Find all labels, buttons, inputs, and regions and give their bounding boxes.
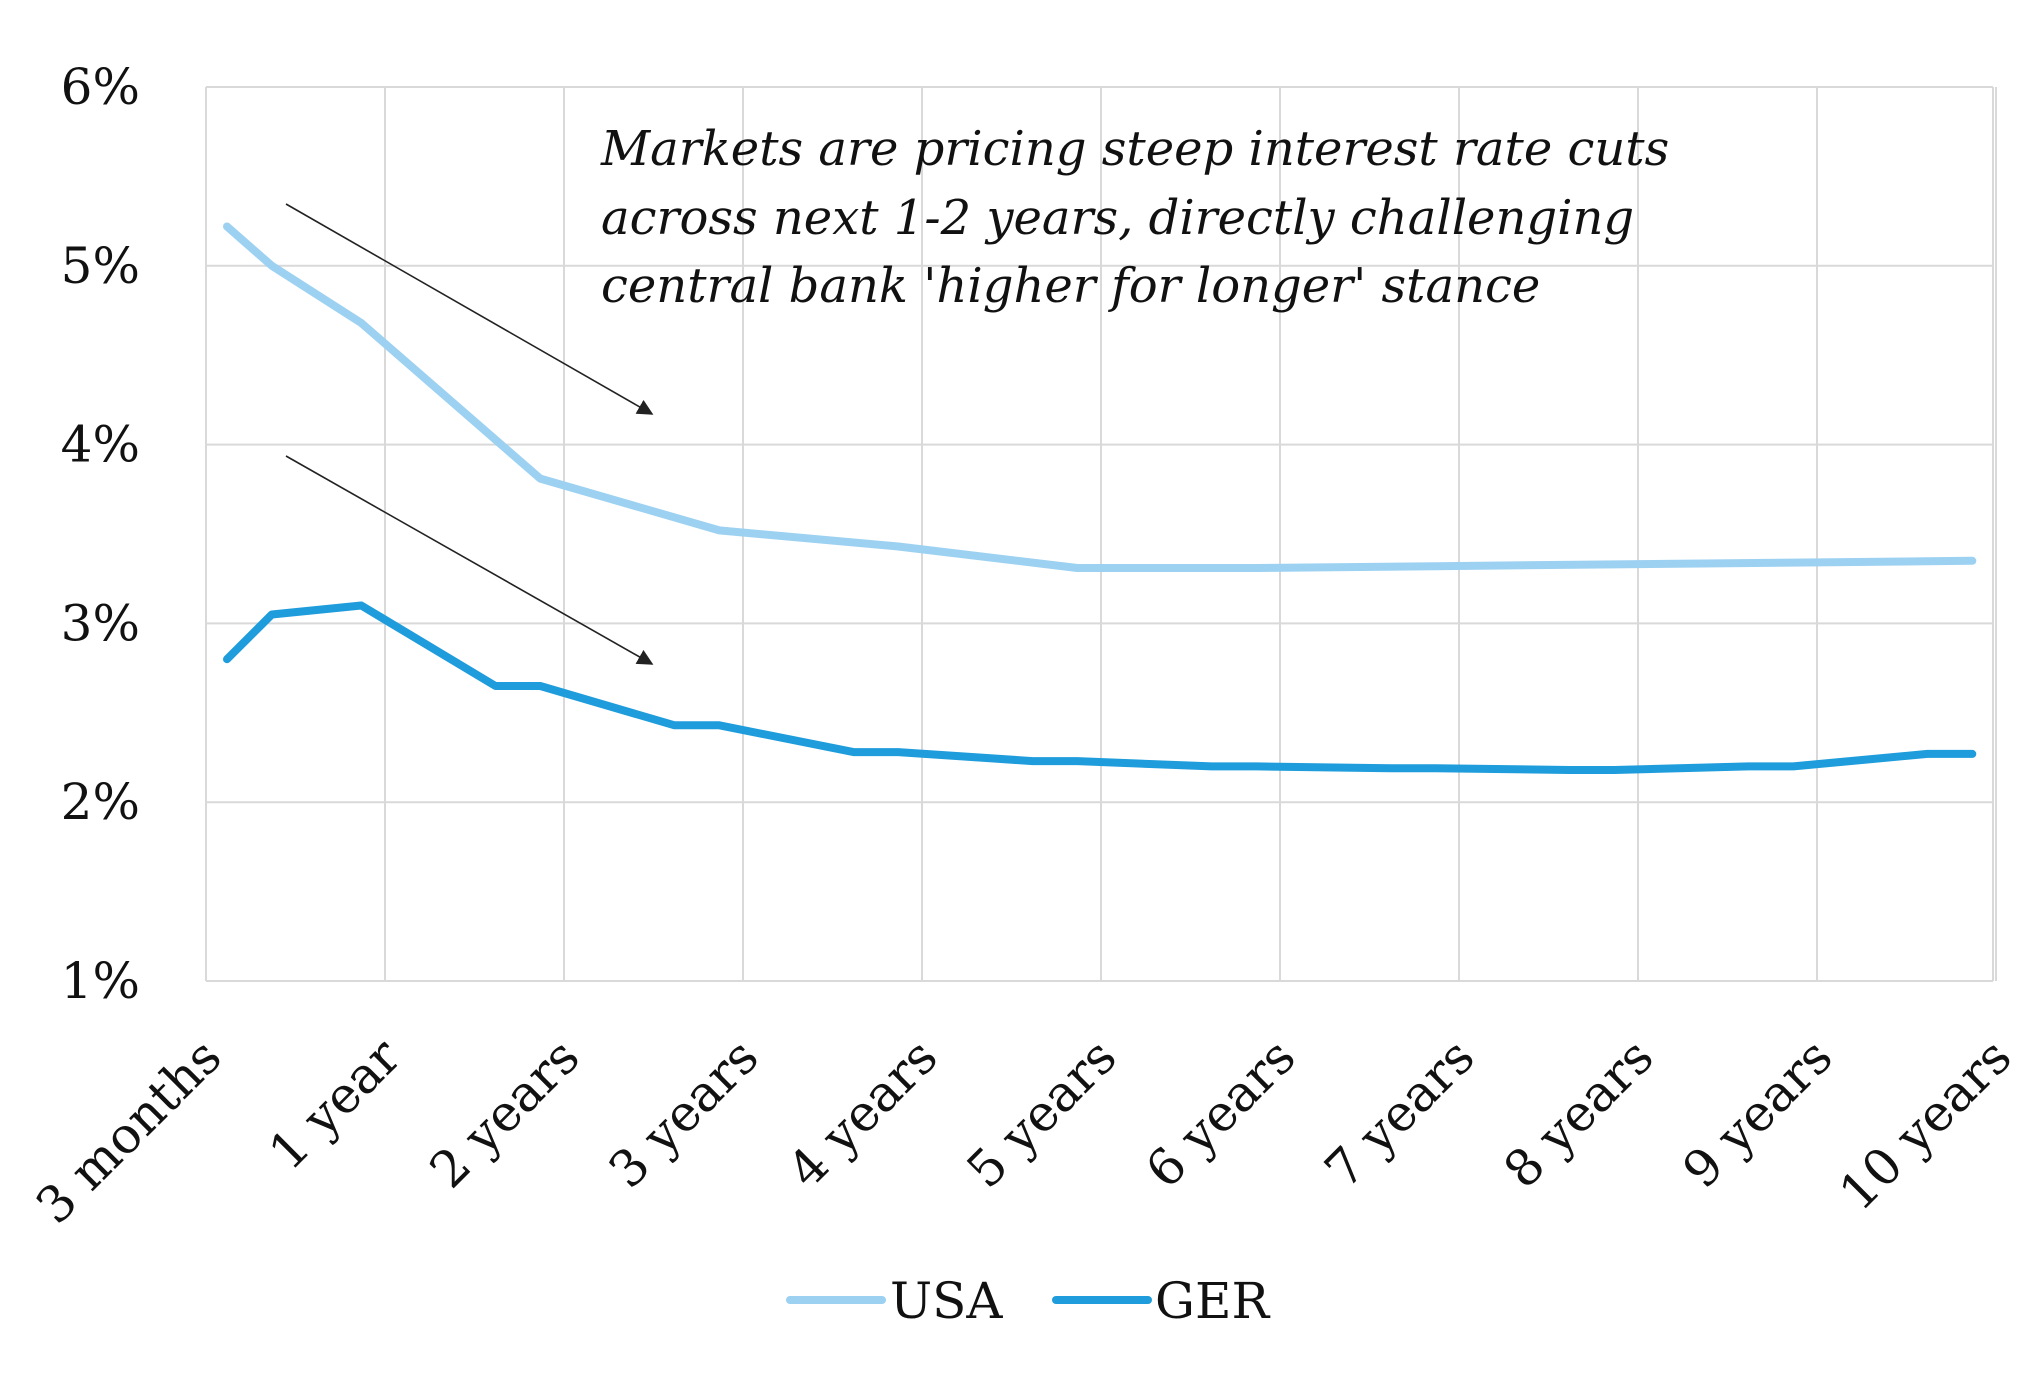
series-line-usa (223, 222, 1977, 572)
x-tick-label: 8 years (1493, 1027, 1665, 1199)
annotation-arrows (285, 203, 654, 665)
y-tick-label: 2% (61, 773, 140, 831)
x-tick-label: 2 years (419, 1027, 591, 1199)
x-tick-label: 3 years (598, 1027, 770, 1199)
y-tick-label: 3% (61, 594, 140, 652)
y-tick-label: 4% (61, 416, 140, 474)
x-axis-tick-labels: 3 months 1 year 2 years 3 years 4 years 5 yea… (25, 1027, 2022, 1235)
annotation-arrow-upper (285, 203, 654, 415)
x-tick-label: 4 years (777, 1027, 949, 1199)
chart-legend: USA GER (786, 1272, 1270, 1330)
series-lines (223, 222, 1977, 774)
annotation-line-3: central bank 'higher for longer' stance (601, 258, 1540, 314)
x-tick-label: 9 years (1672, 1027, 1844, 1199)
annotation-line-2: across next 1-2 years, directly challeng… (601, 190, 1634, 246)
y-tick-label: 6% (61, 58, 140, 116)
series-line-ger (223, 601, 1977, 774)
y-axis-tick-labels: 1% 2% 3% 4% 5% 6% (61, 58, 140, 1010)
y-tick-label: 1% (61, 952, 140, 1010)
annotation-arrow-lower (285, 455, 654, 665)
x-tick-label: 7 years (1314, 1027, 1486, 1199)
y-tick-label: 5% (61, 237, 140, 295)
x-tick-label: 5 years (956, 1027, 1128, 1199)
x-tick-label: 1 year (258, 1027, 412, 1181)
legend-label-usa: USA (890, 1272, 1003, 1330)
x-tick-label: 3 months (25, 1027, 232, 1234)
chart-annotation: Markets are pricing steep interest rate … (600, 121, 1669, 314)
legend-label-ger: GER (1155, 1272, 1270, 1330)
gridlines (205, 86, 1997, 982)
annotation-line-1: Markets are pricing steep interest rate … (600, 121, 1669, 177)
x-tick-label: 6 years (1135, 1027, 1307, 1199)
x-tick-label: 10 years (1828, 1027, 2022, 1221)
